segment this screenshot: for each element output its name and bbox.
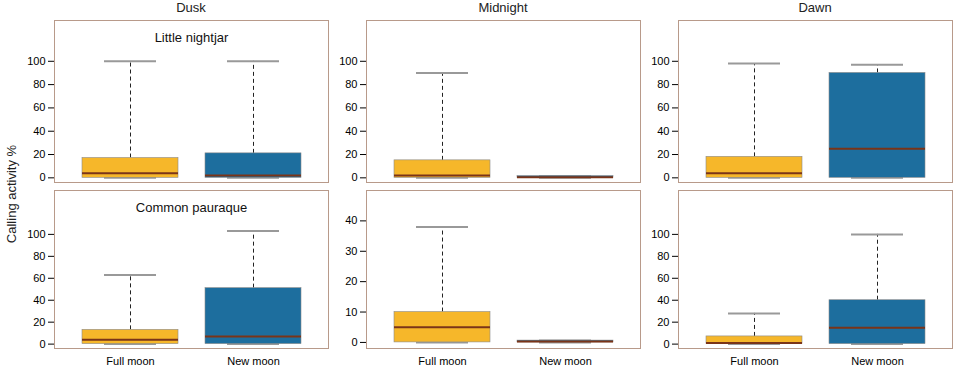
svg-text:20: 20 — [33, 148, 45, 160]
svg-text:New moon: New moon — [539, 355, 592, 367]
svg-text:100: 100 — [651, 55, 669, 67]
svg-text:30: 30 — [345, 245, 357, 257]
svg-text:40: 40 — [33, 294, 45, 306]
svg-text:20: 20 — [345, 275, 357, 287]
svg-text:80: 80 — [33, 78, 45, 90]
svg-text:40: 40 — [657, 294, 669, 306]
svg-text:20: 20 — [657, 148, 669, 160]
svg-text:20: 20 — [33, 316, 45, 328]
svg-text:Full moon: Full moon — [106, 355, 154, 367]
svg-text:0: 0 — [39, 171, 45, 183]
svg-text:0: 0 — [351, 336, 357, 348]
svg-text:80: 80 — [33, 250, 45, 262]
svg-text:0: 0 — [663, 338, 669, 350]
svg-text:Full moon: Full moon — [418, 355, 466, 367]
svg-text:80: 80 — [657, 78, 669, 90]
svg-text:Full moon: Full moon — [730, 355, 778, 367]
svg-text:10: 10 — [345, 306, 357, 318]
svg-text:40: 40 — [345, 125, 357, 137]
svg-text:40: 40 — [33, 125, 45, 137]
svg-text:60: 60 — [33, 101, 45, 113]
svg-text:0: 0 — [351, 171, 357, 183]
svg-text:40: 40 — [657, 125, 669, 137]
svg-text:80: 80 — [345, 78, 357, 90]
svg-text:0: 0 — [39, 338, 45, 350]
svg-text:100: 100 — [27, 55, 45, 67]
svg-text:40: 40 — [345, 214, 357, 226]
svg-text:60: 60 — [345, 101, 357, 113]
svg-text:20: 20 — [657, 316, 669, 328]
svg-text:60: 60 — [657, 272, 669, 284]
html-text:Dusk: Dusk — [176, 0, 206, 15]
svg-text:60: 60 — [657, 101, 669, 113]
svg-text:New moon: New moon — [851, 355, 904, 367]
svg-text:New moon: New moon — [227, 355, 280, 367]
svg-text:20: 20 — [345, 148, 357, 160]
html-text:Midnight: Midnight — [478, 0, 528, 15]
svg-text:100: 100 — [339, 55, 357, 67]
svg-text:Little nightjar: Little nightjar — [155, 30, 229, 45]
svg-text:Common pauraque: Common pauraque — [136, 200, 247, 215]
html-text:Calling activity %: Calling activity % — [3, 144, 19, 244]
svg-text:100: 100 — [651, 228, 669, 240]
html-text:Dawn: Dawn — [798, 0, 832, 15]
svg-text:80: 80 — [657, 250, 669, 262]
svg-text:100: 100 — [27, 228, 45, 240]
svg-text:60: 60 — [33, 272, 45, 284]
svg-text:0: 0 — [663, 171, 669, 183]
